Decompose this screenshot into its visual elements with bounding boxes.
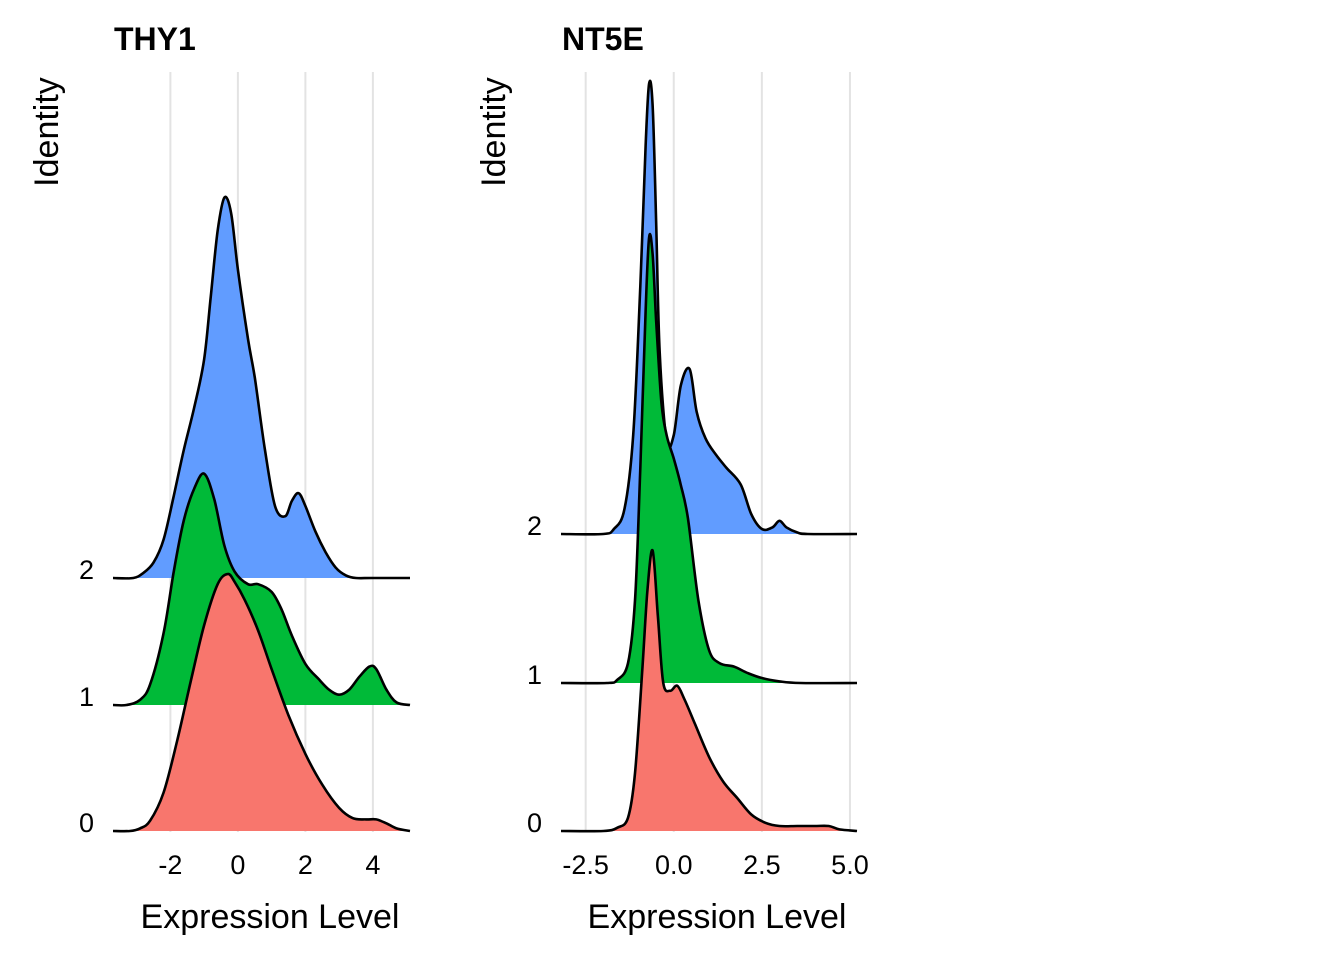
plot-title: NT5E <box>562 21 644 57</box>
ridge-area-0 <box>561 550 857 832</box>
ridge-area-1 <box>113 473 410 706</box>
x-tick-label: -2.5 <box>562 850 609 880</box>
y-category-label: 0 <box>79 808 94 838</box>
x-axis-title: Expression Level <box>141 898 400 936</box>
y-category-label: 2 <box>527 511 542 541</box>
x-tick-label: 2.5 <box>743 850 781 880</box>
plot-title: THY1 <box>114 21 196 57</box>
x-axis-title: Expression Level <box>588 898 847 936</box>
ridge-outline-2 <box>560 79 858 536</box>
panel-thy1: THY1 Identity Expression Level -2 0 2 4 2 1 0 <box>28 21 411 936</box>
x-tick-label: -2 <box>158 850 182 880</box>
y-category-label: 1 <box>79 682 94 712</box>
ridge-outline-0 <box>112 572 411 833</box>
panel-nt5e: NT5E Identity Expression Level -2.5 0.0 2.… <box>475 21 869 936</box>
x-tick-label: 0 <box>230 850 245 880</box>
y-category-label: 2 <box>79 555 94 585</box>
y-axis-title: Identity <box>28 77 66 187</box>
ridge-outline-0 <box>560 548 858 833</box>
x-tick-label: 4 <box>365 850 380 880</box>
ridge-outline-2 <box>112 195 410 580</box>
x-tick-label: 2 <box>298 850 313 880</box>
y-axis-title: Identity <box>475 77 513 187</box>
y-category-label: 1 <box>527 660 542 690</box>
x-tick-label: 0.0 <box>655 850 693 880</box>
x-tick-label: 5.0 <box>831 850 869 880</box>
ridge-area-2 <box>561 80 857 535</box>
ridge-outline-1 <box>560 232 858 685</box>
ridge-area-2 <box>113 196 410 579</box>
ridge-area-0 <box>113 573 410 832</box>
ridge-outline-1 <box>112 472 411 707</box>
y-category-label: 0 <box>527 808 542 838</box>
